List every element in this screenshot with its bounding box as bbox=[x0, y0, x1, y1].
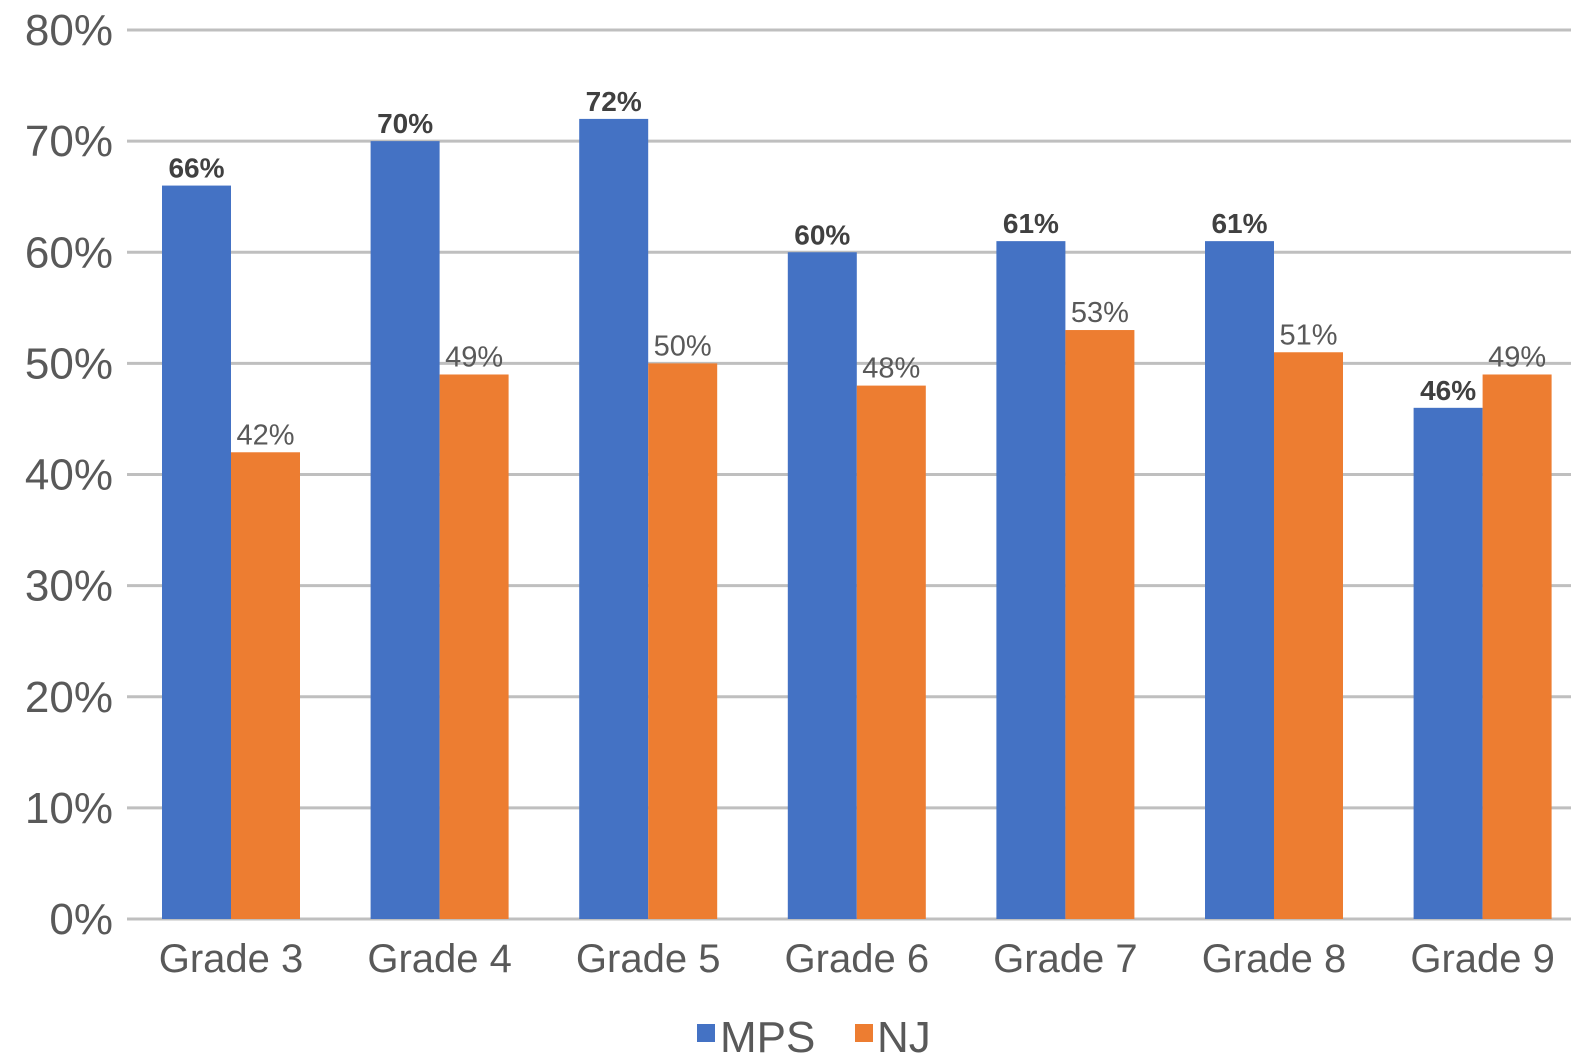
bar-nj-grade-4 bbox=[439, 374, 509, 919]
data-label-mps: 60% bbox=[794, 219, 850, 250]
bar-nj-grade-9 bbox=[1482, 374, 1552, 919]
x-category-label: Grade 5 bbox=[576, 937, 721, 981]
y-tick-label: 70% bbox=[25, 117, 113, 166]
bar-mps-grade-9 bbox=[1413, 407, 1483, 919]
bar-nj-grade-5 bbox=[648, 363, 718, 919]
x-category-label: Grade 7 bbox=[993, 937, 1138, 981]
bar-nj-grade-8 bbox=[1274, 352, 1343, 919]
y-tick-label: 40% bbox=[25, 451, 113, 500]
x-axis-category-labels: Grade 3 Grade 4 Grade 5 Grade 6 Grade 7 Grade… bbox=[159, 937, 1555, 981]
bar-nj-grade-3 bbox=[231, 452, 300, 919]
bar-mps-grade-4 bbox=[370, 141, 440, 919]
bar-mps-grade-6 bbox=[787, 252, 857, 919]
legend-swatch-nj bbox=[855, 1024, 873, 1042]
x-category-label: Grade 8 bbox=[1202, 937, 1347, 981]
legend-label-mps: MPS bbox=[720, 1013, 815, 1058]
data-label-mps: 61% bbox=[1003, 208, 1059, 239]
y-tick-label: 80% bbox=[25, 6, 113, 55]
x-category-label: Grade 9 bbox=[1410, 937, 1555, 981]
data-label-nj: 50% bbox=[654, 330, 712, 362]
bar-mps-grade-7 bbox=[996, 241, 1066, 919]
data-label-mps: 46% bbox=[1420, 375, 1476, 406]
bar-mps-grade-8 bbox=[1205, 241, 1274, 919]
data-label-nj: 51% bbox=[1279, 319, 1337, 351]
y-tick-label: 50% bbox=[25, 339, 113, 388]
x-category-label: Grade 3 bbox=[159, 937, 304, 981]
x-category-label: Grade 4 bbox=[367, 937, 512, 981]
y-tick-label: 30% bbox=[25, 562, 113, 611]
y-tick-label: 10% bbox=[25, 784, 113, 833]
data-label-mps: 66% bbox=[168, 153, 224, 184]
data-label-mps: 61% bbox=[1211, 208, 1267, 239]
bar-nj-grade-7 bbox=[1065, 330, 1135, 920]
data-label-nj: 53% bbox=[1071, 297, 1129, 329]
bar-mps-grade-5 bbox=[579, 118, 649, 919]
y-axis-tick-labels: 0% 10% 20% 30% 40% 50% 60% 70% 80% bbox=[25, 6, 113, 944]
y-tick-label: 0% bbox=[49, 895, 113, 944]
bars bbox=[162, 118, 1552, 920]
data-label-mps: 70% bbox=[377, 108, 433, 139]
bar-nj-grade-6 bbox=[856, 385, 926, 920]
y-tick-label: 20% bbox=[25, 673, 113, 722]
data-label-nj: 48% bbox=[862, 353, 920, 385]
legend-label-nj: NJ bbox=[877, 1013, 931, 1058]
x-category-label: Grade 6 bbox=[785, 937, 930, 981]
data-label-nj: 49% bbox=[1488, 341, 1546, 373]
data-label-nj: 42% bbox=[236, 419, 294, 451]
bar-mps-grade-3 bbox=[162, 185, 231, 919]
y-tick-label: 60% bbox=[25, 228, 113, 277]
data-label-nj: 49% bbox=[445, 341, 503, 373]
data-label-mps: 72% bbox=[586, 86, 642, 117]
legend-swatch-mps bbox=[697, 1024, 715, 1042]
data-labels: 66% 42% 70% 49% 72% 50% 60% 48% 61% 53% 61% 51% 46% 4… bbox=[168, 86, 1546, 451]
legend: MPS NJ bbox=[697, 1013, 931, 1062]
